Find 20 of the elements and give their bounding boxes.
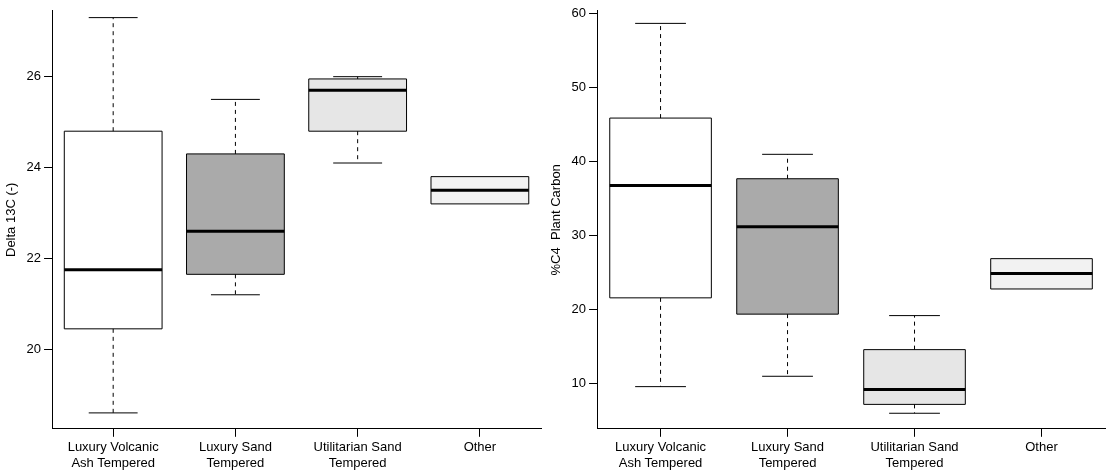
y-tick-label: 20 bbox=[26, 340, 42, 356]
y-tick-label: 60 bbox=[571, 5, 587, 21]
x-tick-label: Other bbox=[1025, 439, 1059, 455]
y-tick-label: 50 bbox=[571, 79, 587, 95]
y-tick-label: 24 bbox=[26, 159, 42, 175]
y-tick-label: 30 bbox=[571, 227, 587, 243]
y-tick-label: 20 bbox=[571, 301, 587, 317]
x-tick-label: Luxury Sand Tempered bbox=[751, 439, 825, 470]
x-tick-label: Utilitarian Sand Tempered bbox=[313, 439, 402, 470]
y-tick-label: 40 bbox=[571, 153, 587, 169]
y-tick-label: 26 bbox=[26, 68, 42, 84]
y-tick-label: 22 bbox=[26, 250, 42, 265]
x-tick-label: Utilitarian Sand Tempered bbox=[870, 439, 959, 470]
x-tick-label: Luxury Sand Tempered bbox=[198, 439, 272, 470]
y-axis-title: Delta 13C (-) bbox=[3, 182, 19, 258]
x-tick-label: Other bbox=[463, 439, 497, 455]
y-axis-title: %C4 Plant Carbon bbox=[548, 164, 564, 276]
y-tick-label: 10 bbox=[571, 375, 587, 391]
x-tick-label: Luxury Volcanic Ash Tempered bbox=[67, 439, 160, 470]
x-tick-label: Luxury Volcanic Ash Tempered bbox=[615, 439, 707, 470]
